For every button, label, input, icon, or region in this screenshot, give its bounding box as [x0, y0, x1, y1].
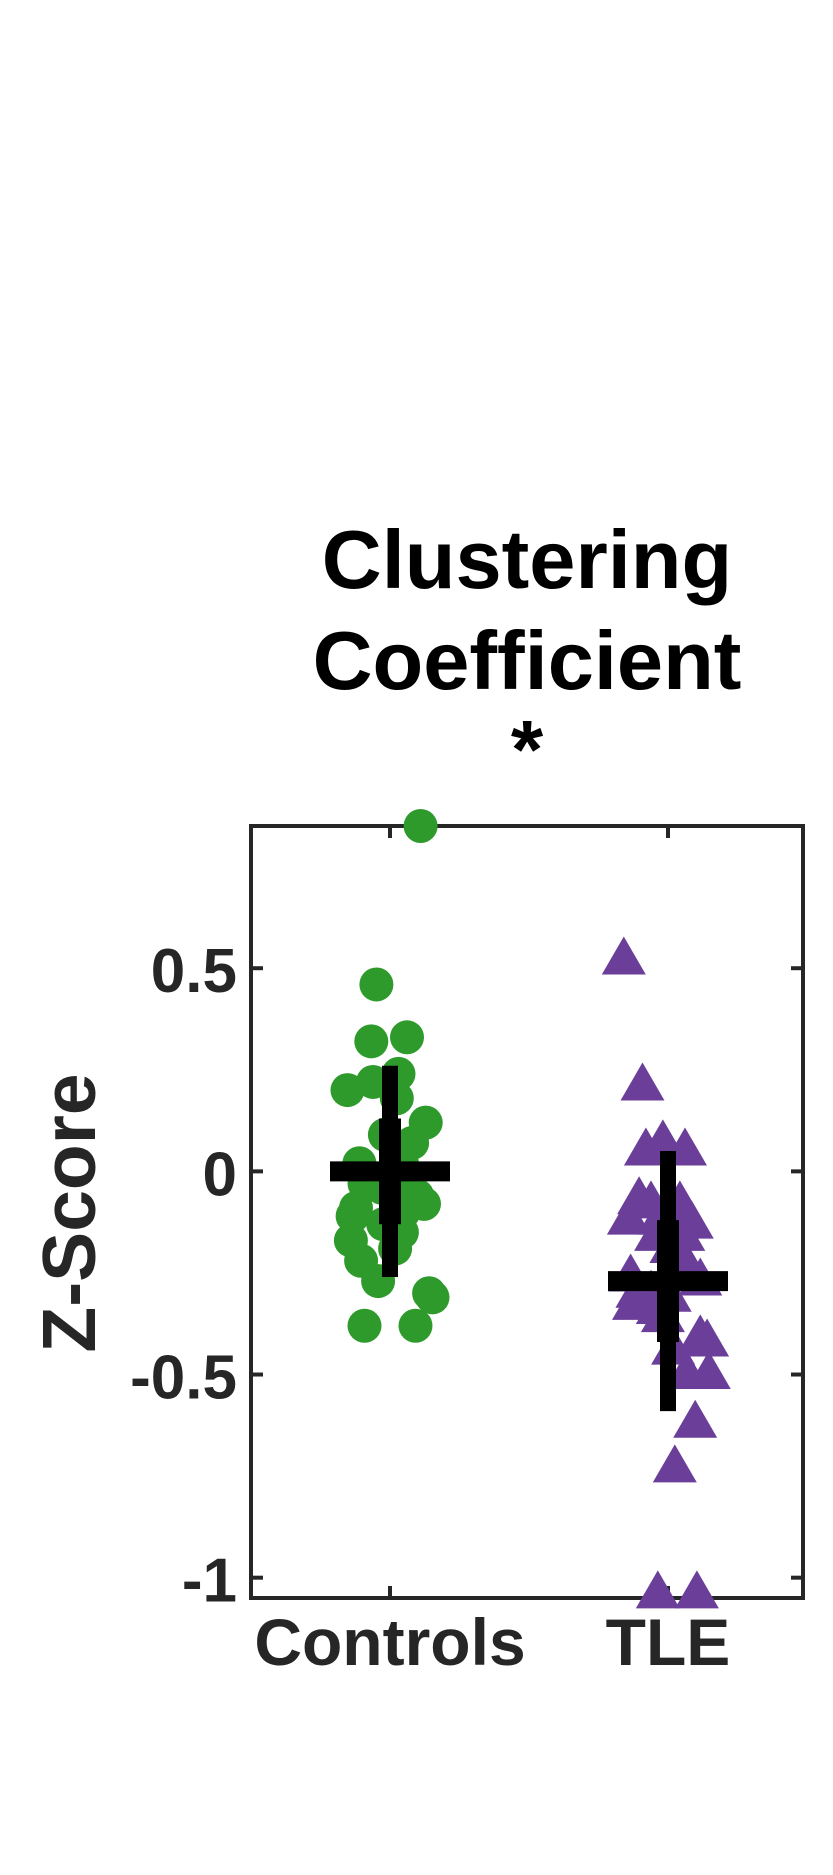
data-point-tle: [685, 1318, 730, 1357]
y-tick-label: -1: [182, 1547, 237, 1616]
data-point-controls: [356, 1064, 390, 1099]
y-tick-label: 0.5: [151, 937, 237, 1006]
data-point-controls: [330, 1073, 365, 1108]
data-point-controls: [398, 1308, 433, 1343]
data-point-tle: [635, 1570, 680, 1609]
data-point-tle: [620, 1062, 665, 1101]
data-point-tle: [673, 1399, 718, 1438]
chart-title-line-2: Coefficient: [313, 614, 742, 707]
data-point-controls: [403, 809, 438, 843]
x-tick-label: Controls: [254, 1605, 525, 1679]
x-tick-label: TLE: [606, 1605, 731, 1679]
chart-title: Clustering Coefficient *: [313, 513, 742, 796]
data-point-controls: [415, 1280, 450, 1315]
significance-asterisk: *: [511, 703, 544, 796]
data-point-controls: [359, 967, 394, 1002]
data-point-tle: [652, 1444, 697, 1483]
data-point-tle: [601, 936, 646, 975]
data-point-controls: [390, 1020, 424, 1055]
axes-frame: [249, 824, 805, 1600]
data-point-controls: [347, 1308, 382, 1343]
data-point-tle: [674, 1570, 719, 1609]
y-axis-label: Z-Score: [27, 1073, 111, 1352]
data-point-tle: [606, 1196, 651, 1235]
y-tick-label: 0: [203, 1140, 237, 1209]
data-point-tle: [686, 1350, 731, 1389]
y-tick-label: -0.5: [130, 1344, 237, 1413]
chart-title-line-1: Clustering: [322, 513, 732, 606]
plot-area: -1 -0.5 0 0.5 Controls TLE: [130, 809, 805, 1679]
data-point-controls: [335, 1199, 370, 1234]
data-point-controls: [354, 1024, 389, 1059]
